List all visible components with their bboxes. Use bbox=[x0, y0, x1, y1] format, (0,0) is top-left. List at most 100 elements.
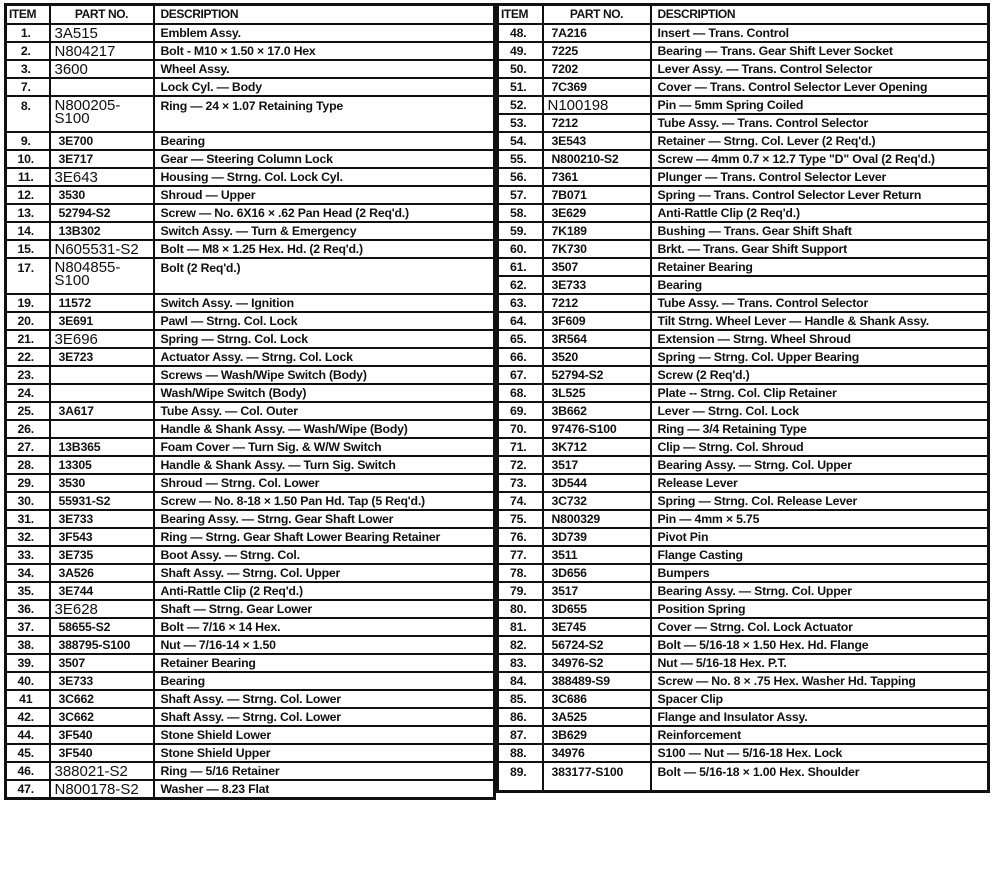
item-number: 41 bbox=[4, 689, 51, 709]
description: Bolt — 7/16 × 14 Hex. bbox=[152, 617, 496, 637]
table-row: 87. 3B629 Reinforcement bbox=[496, 725, 990, 745]
part-number: 13305 bbox=[48, 455, 155, 475]
part-number: 7A216 bbox=[541, 23, 652, 43]
table-row: 47. N800178-S2 Washer — 8.23 Flat bbox=[4, 779, 496, 800]
part-number: 3C662 bbox=[48, 707, 155, 727]
part-number: 3517 bbox=[541, 581, 652, 601]
part-number: 3C732 bbox=[541, 491, 652, 511]
description: Plate -- Strng. Col. Clip Retainer bbox=[649, 383, 990, 403]
part-number: 3E717 bbox=[48, 149, 155, 169]
item-number: 81. bbox=[496, 617, 544, 637]
part-number: 3E696 bbox=[48, 329, 155, 349]
description: Screw — No. 8 × .75 Hex. Washer Hd. Tapp… bbox=[649, 671, 990, 691]
item-number: 66. bbox=[496, 347, 544, 367]
part-number: 388021-S2 bbox=[48, 761, 155, 781]
description: Lever Assy. — Trans. Control Selector bbox=[649, 59, 990, 79]
table-row: 7. Lock Cyl. — Body bbox=[4, 77, 496, 97]
description: Plunger — Trans. Control Selector Lever bbox=[649, 167, 990, 187]
part-number: 7212 bbox=[541, 113, 652, 133]
item-number: 82. bbox=[496, 635, 544, 655]
item-number: 85. bbox=[496, 689, 544, 709]
description: Cover — Strng. Col. Lock Actuator bbox=[649, 617, 990, 637]
item-number: 62. bbox=[496, 275, 544, 295]
table-row: 23. Screws — Wash/Wipe Switch (Body) bbox=[4, 365, 496, 385]
description: Bearing bbox=[152, 131, 496, 151]
item-number: 59. bbox=[496, 221, 544, 241]
part-number: 3E735 bbox=[48, 545, 155, 565]
description: Ring — 3/4 Retaining Type bbox=[649, 419, 990, 439]
item-number: 47. bbox=[4, 779, 51, 800]
table-row: 22. 3E723 Actuator Assy. — Strng. Col. Loc… bbox=[4, 347, 496, 367]
description: Shaft — Strng. Gear Lower bbox=[152, 599, 496, 619]
table-row: 28. 13305 Handle & Shank Assy. — Turn Sig.… bbox=[4, 455, 496, 475]
part-number: 388489-S9 bbox=[541, 671, 652, 691]
item-number: 56. bbox=[496, 167, 544, 187]
part-number: 3F540 bbox=[48, 725, 155, 745]
part-number: 52794-S2 bbox=[48, 203, 155, 223]
table-row: 57. 7B071 Spring — Trans. Control Selector… bbox=[496, 185, 990, 205]
item-number: 19. bbox=[4, 293, 51, 313]
item-number: 88. bbox=[496, 743, 544, 763]
item-number: 17. bbox=[4, 257, 51, 295]
item-number: 1. bbox=[4, 23, 51, 43]
description: Anti-Rattle Clip (2 Req'd.) bbox=[152, 581, 496, 601]
part-number: 3A617 bbox=[48, 401, 155, 421]
table-row: 53. 7212 Tube Assy. — Trans. Control Selec… bbox=[496, 113, 990, 133]
description: Stone Shield Upper bbox=[152, 743, 496, 763]
header-item: ITEM bbox=[4, 3, 51, 25]
description: Boot Assy. — Strng. Col. bbox=[152, 545, 496, 565]
description: Retainer Bearing bbox=[649, 257, 990, 277]
header-item: ITEM bbox=[496, 3, 544, 25]
item-number: 86. bbox=[496, 707, 544, 727]
description: Pin — 5mm Spring Coiled bbox=[649, 95, 990, 115]
item-number: 46. bbox=[4, 761, 51, 781]
table-row: 78. 3D656 Bumpers bbox=[496, 563, 990, 583]
description: Shaft Assy. — Strng. Col. Lower bbox=[152, 707, 496, 727]
part-number: 3F540 bbox=[48, 743, 155, 763]
part-number: N800178-S2 bbox=[48, 779, 155, 800]
table-row: 2. N804217 Bolt - M10 × 1.50 × 17.0 Hex bbox=[4, 41, 496, 61]
description: Gear — Steering Column Lock bbox=[152, 149, 496, 169]
description: Nut — 5/16-18 Hex. P.T. bbox=[649, 653, 990, 673]
table-row: 15. N605531-S2 Bolt — M8 × 1.25 Hex. Hd. (… bbox=[4, 239, 496, 259]
part-number: 7361 bbox=[541, 167, 652, 187]
table-row: 55. N800210-S2 Screw — 4mm 0.7 × 12.7 Type… bbox=[496, 149, 990, 169]
description: Bearing — Trans. Gear Shift Lever Socket bbox=[649, 41, 990, 61]
table-row: 89. 383177-S100 Bolt — 5/16-18 × 1.00 Hex.… bbox=[496, 761, 990, 793]
table-row: 81. 3E745 Cover — Strng. Col. Lock Actuato… bbox=[496, 617, 990, 637]
part-number: 3E691 bbox=[48, 311, 155, 331]
item-number: 21. bbox=[4, 329, 51, 349]
item-number: 53. bbox=[496, 113, 544, 133]
description: Stone Shield Lower bbox=[152, 725, 496, 745]
item-number: 68. bbox=[496, 383, 544, 403]
item-number: 34. bbox=[4, 563, 51, 583]
table-row: 84. 388489-S9 Screw — No. 8 × .75 Hex. Was… bbox=[496, 671, 990, 691]
item-number: 25. bbox=[4, 401, 51, 421]
table-row: 9. 3E700 Bearing bbox=[4, 131, 496, 151]
description: Bolt (2 Req'd.) bbox=[152, 257, 496, 295]
item-number: 50. bbox=[496, 59, 544, 79]
description: Pin — 4mm × 5.75 bbox=[649, 509, 990, 529]
table-row: 31. 3E733 Bearing Assy. — Strng. Gear Shaf… bbox=[4, 509, 496, 529]
part-number: 56724-S2 bbox=[541, 635, 652, 655]
table-row: 30. 55931-S2 Screw — No. 8-18 × 1.50 Pan H… bbox=[4, 491, 496, 511]
part-number: 3E700 bbox=[48, 131, 155, 151]
item-number: 30. bbox=[4, 491, 51, 511]
description: Position Spring bbox=[649, 599, 990, 619]
description: Bearing bbox=[152, 671, 496, 691]
table-row: 67. 52794-S2 Screw (2 Req'd.) bbox=[496, 365, 990, 385]
table-row: 21. 3E696 Spring — Strng. Col. Lock bbox=[4, 329, 496, 349]
item-number: 58. bbox=[496, 203, 544, 223]
description: Screws — Wash/Wipe Switch (Body) bbox=[152, 365, 496, 385]
part-number: 3R564 bbox=[541, 329, 652, 349]
item-number: 49. bbox=[496, 41, 544, 61]
part-number bbox=[48, 419, 155, 439]
part-number: 3E745 bbox=[541, 617, 652, 637]
part-number: 3517 bbox=[541, 455, 652, 475]
description: Emblem Assy. bbox=[152, 23, 496, 43]
part-number: 3B662 bbox=[541, 401, 652, 421]
description: Bearing Assy. — Strng. Col. Upper bbox=[649, 455, 990, 475]
table-row: 62. 3E733 Bearing bbox=[496, 275, 990, 295]
item-number: 38. bbox=[4, 635, 51, 655]
description: Flange and Insulator Assy. bbox=[649, 707, 990, 727]
